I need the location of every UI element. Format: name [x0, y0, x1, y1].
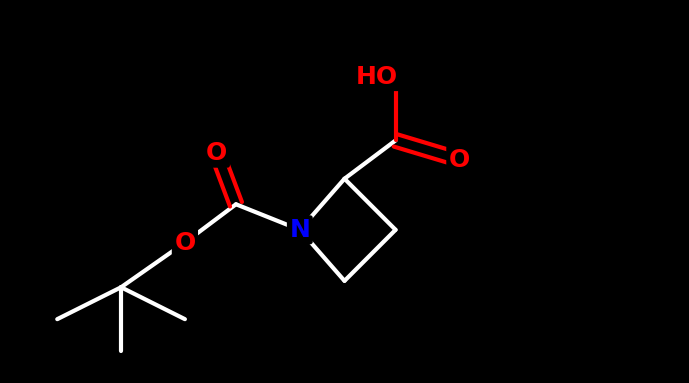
Text: O: O: [174, 231, 196, 255]
Text: N: N: [289, 218, 310, 242]
Text: O: O: [449, 147, 470, 172]
Text: HO: HO: [356, 65, 398, 88]
Text: O: O: [206, 141, 227, 165]
